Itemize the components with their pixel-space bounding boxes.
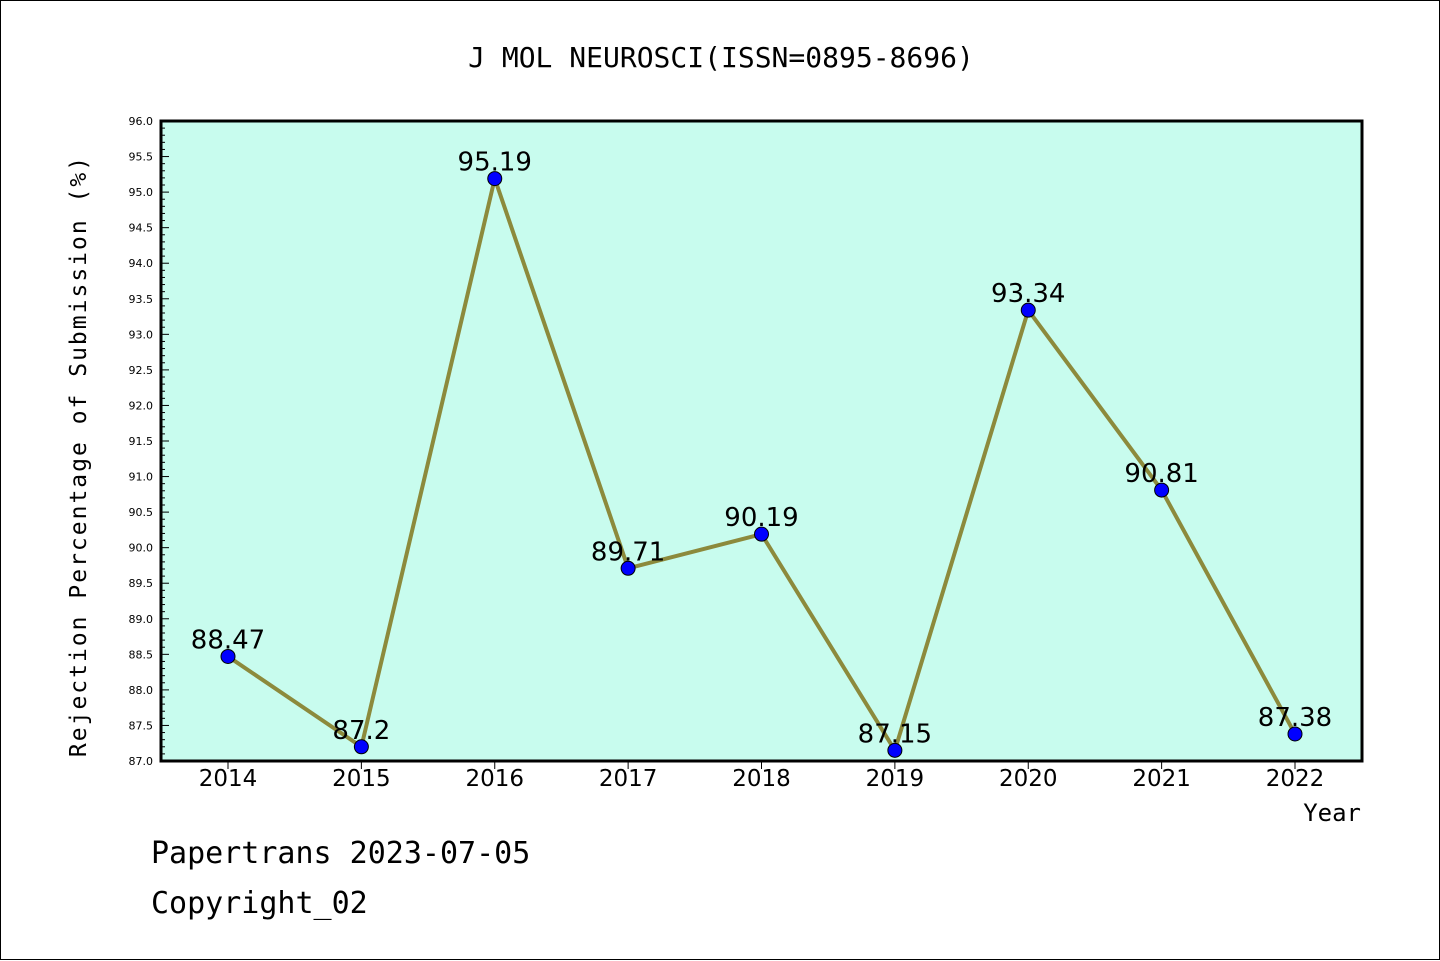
y-tick-label: 90.0	[129, 542, 154, 555]
data-point-marker	[1020, 302, 1036, 318]
y-axis-ticks: 87.0 87.5 88.0 88.5 89.0 89.5 90.0 90.5 91.0 91.5…	[129, 115, 169, 768]
y-tick-label: 95.5	[129, 151, 154, 164]
data-point-marker	[887, 742, 903, 758]
data-label: 93.34	[991, 279, 1065, 309]
data-point-marker	[754, 526, 769, 542]
y-tick-label: 88.0	[129, 684, 154, 697]
data-point-marker	[353, 739, 369, 755]
y-tick-label: 93.5	[129, 293, 154, 306]
data-series	[220, 171, 1303, 758]
y-tick-label: 89.0	[129, 613, 154, 626]
y-tick-label: 87.0	[129, 755, 154, 768]
data-label: 87.2	[332, 716, 390, 746]
x-tick-label: 2019	[866, 766, 925, 792]
data-label: 88.47	[191, 625, 265, 655]
y-tick-label: 87.5	[129, 719, 154, 732]
y-axis-label: Rejection Percentage of Submission (%)	[66, 155, 92, 757]
chart-title: J MOL NEUROSCI(ISSN=0895-8696)	[468, 41, 974, 74]
data-label: 95.19	[458, 148, 532, 178]
data-label: 87.15	[858, 719, 932, 749]
y-tick-label: 91.0	[129, 471, 154, 484]
y-tick-label: 92.5	[129, 364, 154, 377]
data-label: 90.19	[724, 503, 798, 533]
y-tick-label: 92.0	[129, 399, 154, 412]
x-tick-label: 2015	[332, 766, 391, 792]
x-tick-label: 2021	[1132, 766, 1191, 792]
x-tick-label: 2017	[599, 766, 658, 792]
y-tick-label: 94.5	[129, 222, 154, 235]
data-label: 87.38	[1258, 703, 1332, 733]
x-axis-label: Year	[1303, 799, 1361, 827]
footer-copyright-text: Copyright_02	[151, 886, 368, 921]
x-axis-ticks: 2014 2015 2016 2017 2018 2019 2020 2021 2022	[199, 761, 1325, 792]
data-point-marker	[620, 560, 636, 576]
y-tick-label: 95.0	[129, 186, 154, 199]
x-tick-label: 2022	[1266, 766, 1325, 792]
y-tick-label: 90.5	[129, 506, 154, 519]
y-tick-label: 96.0	[129, 115, 154, 128]
footer-date-text: Papertrans 2023-07-05	[151, 836, 531, 871]
y-tick-label: 93.0	[129, 328, 154, 341]
y-tick-label: 91.5	[129, 435, 154, 448]
data-label: 89.71	[591, 537, 665, 567]
data-label: 90.81	[1124, 459, 1198, 489]
data-point-marker	[220, 648, 236, 664]
data-point-marker	[1154, 482, 1170, 498]
x-tick-label: 2014	[199, 766, 258, 792]
y-tick-label: 88.5	[129, 648, 154, 661]
data-point-marker	[1287, 726, 1303, 742]
y-tick-label: 94.0	[129, 257, 154, 270]
y-tick-label: 89.5	[129, 577, 154, 590]
plot-area	[159, 119, 1364, 763]
x-tick-label: 2020	[999, 766, 1058, 792]
x-tick-label: 2018	[732, 766, 791, 792]
data-labels: 88.47 87.2 95.19 89.71 90.19 87.15 93.34 90.81 8…	[191, 148, 1332, 750]
x-tick-label: 2016	[465, 766, 524, 792]
data-point-marker	[487, 171, 503, 187]
